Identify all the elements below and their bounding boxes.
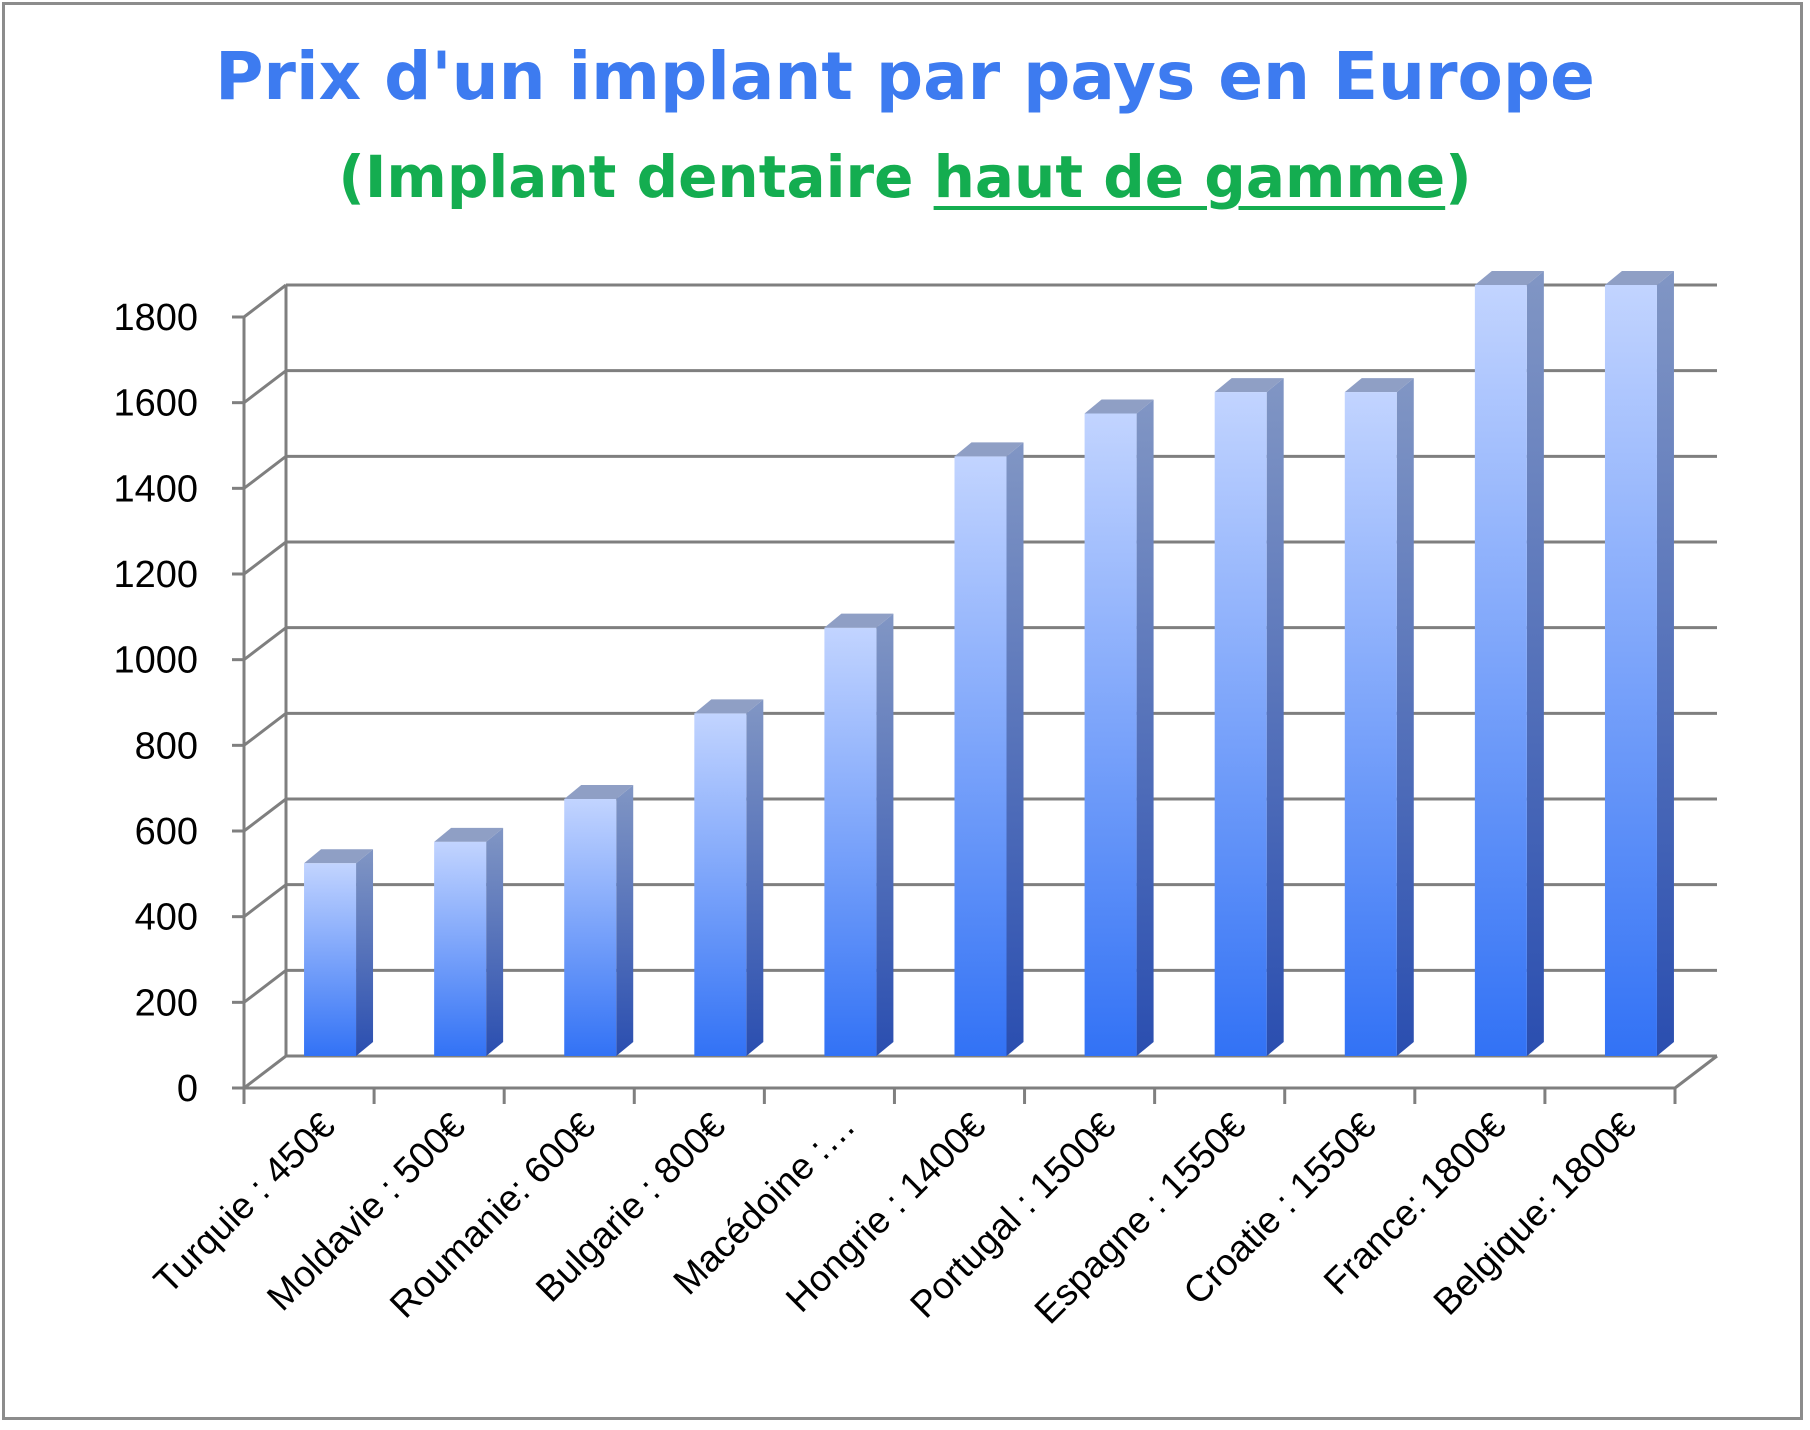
axes [232, 285, 1718, 1104]
gridline-diag [243, 626, 287, 661]
subtitle-open: (Implant dentaire [338, 143, 934, 211]
bar [1084, 399, 1154, 1056]
chart-title: Prix d'un implant par pays en Europe [215, 38, 1595, 115]
bar-top [564, 785, 634, 799]
bar-top [824, 613, 894, 628]
bar-top [304, 849, 374, 864]
gridline-diag [243, 369, 287, 404]
y-tick-label: 1400 [113, 468, 198, 510]
y-tick-label: 1800 [113, 297, 198, 339]
bar-side [1526, 271, 1544, 1056]
bar [1344, 378, 1414, 1056]
bar-front [304, 863, 357, 1056]
bar [1604, 271, 1674, 1056]
gridline-diag [243, 883, 287, 918]
chart-subtitle: (Implant dentaire haut de gamme) [0, 143, 1810, 211]
y-tick-label: 1600 [113, 383, 198, 425]
gridline-diag [243, 540, 287, 576]
y-tick-label: 600 [135, 811, 198, 853]
bar-side [1266, 378, 1284, 1056]
bar-side [1006, 442, 1024, 1056]
gridline-diag [243, 797, 287, 833]
bar-top [1214, 378, 1284, 393]
bar-front [1604, 285, 1657, 1056]
bar-front [954, 456, 1007, 1056]
y-tick-label: 200 [135, 982, 198, 1024]
bar-top [1344, 378, 1414, 393]
y-tick-label: 0 [177, 1068, 198, 1110]
bar-top [1084, 399, 1154, 414]
bar-front [434, 841, 487, 1056]
bars [304, 271, 1674, 1056]
bar-front [1214, 392, 1267, 1056]
bar-side [1656, 271, 1674, 1056]
floor-edge [1674, 1054, 1718, 1090]
gridline-diag [243, 712, 287, 747]
bar-side [356, 849, 374, 1056]
gridline-diag [243, 969, 287, 1004]
gridline-diag [243, 283, 287, 319]
bar [1474, 271, 1544, 1056]
bar [954, 442, 1024, 1056]
bar [564, 785, 634, 1056]
bar-top [1604, 271, 1674, 285]
bar-front [824, 627, 877, 1056]
bar-top [694, 699, 764, 714]
bar-front [1474, 285, 1527, 1056]
bar [694, 699, 764, 1056]
y-tick-label: 1000 [113, 640, 198, 682]
y-tick-label: 400 [135, 897, 198, 939]
bar-side [746, 699, 764, 1056]
bar [824, 613, 894, 1056]
subtitle-emphasis: haut de gamme [933, 143, 1446, 211]
bar-top [954, 442, 1024, 457]
bar-side [1136, 399, 1154, 1056]
bar-top [434, 827, 504, 842]
bar-side [1396, 378, 1414, 1056]
bar-side [486, 827, 504, 1056]
bar-front [1344, 392, 1397, 1056]
y-tick-label: 800 [135, 725, 198, 767]
bar-front [1084, 413, 1137, 1056]
y-tick-label: 1200 [113, 554, 198, 596]
bar-front [694, 713, 747, 1056]
bar-side [616, 785, 634, 1056]
bar-front [564, 799, 617, 1056]
bar [434, 827, 504, 1056]
bar [304, 849, 374, 1056]
gridline-diag [243, 1054, 287, 1090]
gridline-diag [243, 455, 287, 490]
bar-top [1474, 271, 1544, 285]
bar [1214, 378, 1284, 1056]
bar-side [876, 613, 894, 1056]
subtitle-close: ) [1445, 143, 1472, 211]
